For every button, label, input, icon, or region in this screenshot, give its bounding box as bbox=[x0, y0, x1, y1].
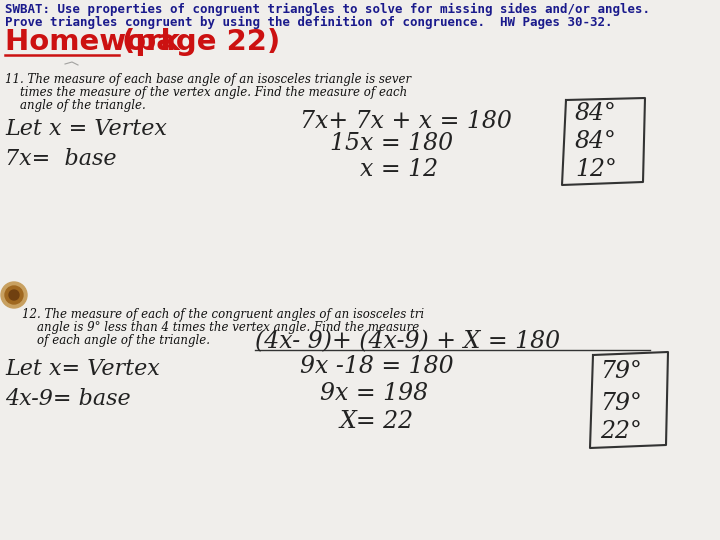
Text: 7x+ 7x + x = 180: 7x+ 7x + x = 180 bbox=[300, 110, 512, 133]
Text: X= 22: X= 22 bbox=[340, 410, 414, 433]
Text: Let x = Vertex: Let x = Vertex bbox=[5, 118, 167, 140]
Text: 4x-9= base: 4x-9= base bbox=[5, 388, 130, 410]
Text: 12°: 12° bbox=[575, 158, 617, 181]
Circle shape bbox=[9, 290, 19, 300]
Text: angle of the triangle.: angle of the triangle. bbox=[5, 99, 145, 112]
Circle shape bbox=[5, 286, 23, 304]
Text: 9x -18 = 180: 9x -18 = 180 bbox=[300, 355, 454, 378]
Text: of each angle of the triangle.: of each angle of the triangle. bbox=[22, 334, 210, 347]
Text: 11. The measure of each base angle of an isosceles triangle is sever: 11. The measure of each base angle of an… bbox=[5, 73, 411, 86]
Text: (page 22): (page 22) bbox=[122, 28, 280, 56]
Text: times the measure of the vertex angle. Find the measure of each: times the measure of the vertex angle. F… bbox=[5, 86, 408, 99]
Text: 84°: 84° bbox=[575, 102, 617, 125]
Text: 79°: 79° bbox=[600, 360, 642, 383]
Text: 12. The measure of each of the congruent angles of an isosceles tri: 12. The measure of each of the congruent… bbox=[22, 308, 424, 321]
Text: (4x- 9)+ (4x-9) + X = 180: (4x- 9)+ (4x-9) + X = 180 bbox=[255, 330, 560, 353]
Text: 84°: 84° bbox=[575, 130, 617, 153]
Text: 22°: 22° bbox=[600, 420, 642, 443]
Text: Homework: Homework bbox=[5, 28, 190, 56]
Text: 79°: 79° bbox=[600, 392, 642, 415]
Text: x = 12: x = 12 bbox=[360, 158, 438, 181]
Circle shape bbox=[1, 282, 27, 308]
Text: 15x = 180: 15x = 180 bbox=[330, 132, 453, 155]
Text: Prove triangles congruent by using the definition of congruence.  HW Pages 30-32: Prove triangles congruent by using the d… bbox=[5, 16, 613, 29]
Text: angle is 9° less than 4 times the vertex angle. Find the measurе: angle is 9° less than 4 times the vertex… bbox=[22, 321, 419, 334]
Text: SWBAT: Use properties of congruent triangles to solve for missing sides and/or a: SWBAT: Use properties of congruent trian… bbox=[5, 3, 650, 16]
Text: 7x=  base: 7x= base bbox=[5, 148, 117, 170]
Text: 9x = 198: 9x = 198 bbox=[320, 382, 428, 405]
Text: Let x= Vertex: Let x= Vertex bbox=[5, 358, 160, 380]
